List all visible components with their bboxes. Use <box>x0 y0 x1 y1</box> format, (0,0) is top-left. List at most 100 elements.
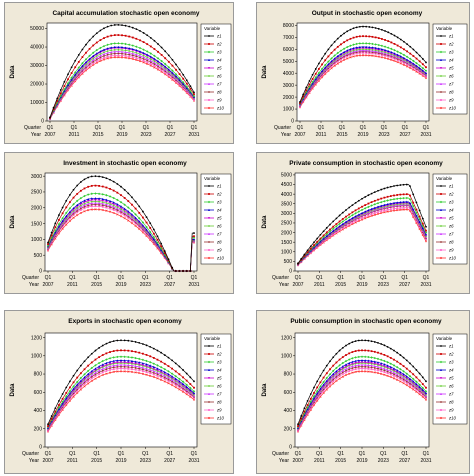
y-axis-label: Data <box>262 215 268 229</box>
data-point <box>87 382 90 385</box>
data-point <box>128 47 131 50</box>
data-point <box>402 193 405 196</box>
data-point <box>376 357 380 361</box>
data-point <box>152 369 155 373</box>
data-point <box>322 380 325 384</box>
x-tick-quarter: Q1 <box>295 451 302 457</box>
data-point <box>145 228 148 231</box>
data-point <box>123 217 126 220</box>
x-row-label-quarter: Quarter <box>272 275 289 281</box>
data-point <box>98 371 100 374</box>
data-point <box>149 372 152 375</box>
legend-marker <box>439 360 443 364</box>
data-point <box>134 213 137 216</box>
data-point <box>116 198 119 202</box>
data-point <box>116 191 119 194</box>
data-point <box>361 367 363 370</box>
x-tick-quarter: Q1 <box>47 125 54 131</box>
data-point <box>362 25 364 28</box>
data-point <box>61 212 64 215</box>
data-point <box>405 193 408 196</box>
data-point <box>412 208 415 211</box>
data-point <box>348 342 351 345</box>
data-point <box>142 61 145 64</box>
legend-marker <box>207 377 211 380</box>
data-point <box>72 214 75 216</box>
data-point <box>384 30 386 32</box>
legend-label: z10 <box>216 106 225 111</box>
series-z2 <box>297 193 427 265</box>
data-point <box>160 378 163 381</box>
data-point <box>116 361 119 364</box>
data-point <box>87 202 90 205</box>
legend-label: z6 <box>448 384 454 389</box>
data-point <box>110 34 113 37</box>
data-point <box>405 200 408 203</box>
data-point <box>142 41 145 43</box>
data-point <box>112 205 115 208</box>
x-tick-quarter: Q1 <box>380 275 387 281</box>
data-point <box>344 373 348 377</box>
data-point <box>130 213 134 216</box>
legend-marker <box>208 345 210 347</box>
data-point <box>135 37 138 40</box>
data-point <box>362 51 364 54</box>
data-point <box>49 116 51 119</box>
data-point <box>152 237 155 241</box>
data-point <box>393 349 395 352</box>
data-point <box>76 205 79 208</box>
data-point <box>77 72 80 75</box>
data-point <box>121 49 123 51</box>
data-point <box>145 365 148 368</box>
y-tick-label: 3000 <box>283 83 294 89</box>
data-point <box>76 376 79 379</box>
data-point <box>418 393 421 396</box>
data-point <box>358 45 361 48</box>
data-point <box>355 26 358 29</box>
data-point <box>149 63 152 65</box>
data-point <box>164 62 167 66</box>
data-point <box>383 354 386 356</box>
data-point <box>313 386 315 389</box>
data-point <box>314 77 317 81</box>
y-tick-label: 800 <box>34 372 43 378</box>
data-point <box>351 221 354 224</box>
data-point <box>421 66 425 70</box>
data-point <box>390 41 393 44</box>
data-point <box>123 188 126 191</box>
legend-label: z7 <box>448 82 454 87</box>
data-point <box>127 213 130 215</box>
data-point <box>425 238 427 241</box>
y-tick-label: 400 <box>34 408 43 414</box>
data-point <box>65 397 68 400</box>
data-point <box>105 205 108 207</box>
x-tick-year: 2027 <box>399 132 410 138</box>
data-point <box>365 52 368 54</box>
data-point <box>383 45 387 48</box>
data-point <box>376 202 380 205</box>
data-point <box>393 48 396 52</box>
data-point <box>99 56 102 59</box>
data-point <box>128 55 131 58</box>
data-point <box>102 58 106 61</box>
y-tick-label: 400 <box>284 408 293 414</box>
data-point <box>142 56 145 59</box>
data-point <box>79 203 82 206</box>
y-tick-label: 0 <box>41 119 44 125</box>
data-point <box>117 52 120 55</box>
plot-area <box>294 332 430 448</box>
data-point <box>99 39 102 41</box>
data-point <box>343 54 346 57</box>
data-point <box>390 56 393 59</box>
data-point <box>68 219 72 223</box>
data-point <box>338 375 341 378</box>
x-tick-quarter: Q1 <box>118 451 125 457</box>
data-point <box>374 52 377 55</box>
legend-label: z4 <box>216 368 222 373</box>
y-tick-label: 1000 <box>283 107 294 113</box>
data-point <box>90 205 93 208</box>
data-point <box>116 183 119 185</box>
data-point <box>367 215 370 219</box>
data-point <box>65 221 68 224</box>
data-point <box>90 379 93 383</box>
